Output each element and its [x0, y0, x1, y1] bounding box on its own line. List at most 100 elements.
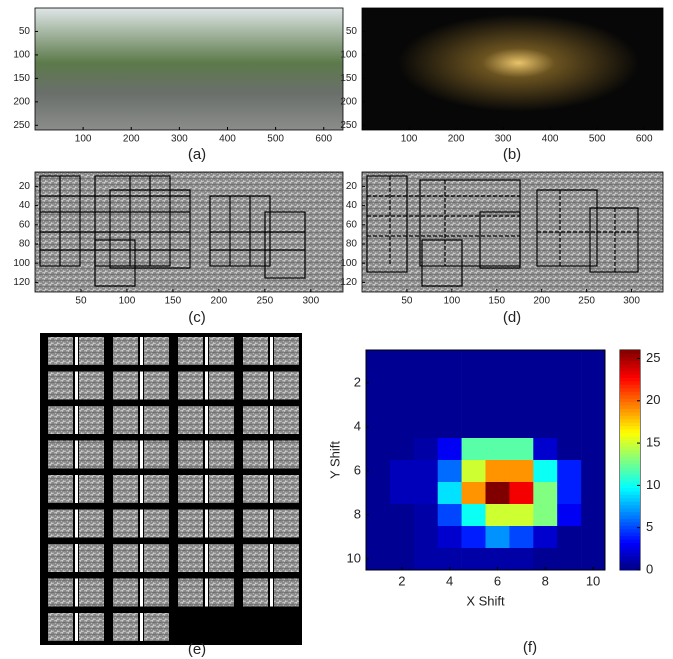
colorbar-step — [620, 505, 640, 509]
heat-cell — [462, 504, 486, 526]
tile — [79, 372, 104, 400]
heat-cell — [486, 416, 510, 438]
tile — [178, 441, 203, 469]
tile-stripe — [205, 510, 208, 538]
colorbar-tick-label: 10 — [646, 477, 660, 492]
tile — [209, 406, 234, 434]
heat-cell — [438, 482, 462, 504]
y-tick-label: 150 — [13, 73, 30, 84]
heat-cell — [462, 394, 486, 416]
heat-cell — [366, 416, 390, 438]
panel-label: (c) — [188, 309, 206, 326]
colorbar-step — [620, 477, 640, 481]
tile — [243, 544, 268, 572]
tile — [274, 406, 299, 434]
photo-day — [35, 8, 343, 130]
heat-cell — [486, 350, 510, 372]
tile — [144, 406, 169, 434]
tile — [113, 579, 138, 607]
heat-cell — [509, 416, 533, 438]
tile-stripe — [140, 544, 143, 572]
tile-stripe — [140, 337, 143, 365]
heat-cell — [533, 460, 557, 482]
heat-cell — [390, 372, 414, 394]
tile — [79, 337, 104, 365]
y-tick-label: 120 — [13, 277, 30, 288]
x-tick-label: 250 — [578, 296, 595, 307]
tile — [274, 475, 299, 503]
heat-cell — [486, 548, 510, 570]
tile — [79, 475, 104, 503]
tile-stripe — [270, 579, 273, 607]
heat-cell — [533, 394, 557, 416]
tile — [79, 544, 104, 572]
y-tick-label: 80 — [346, 239, 358, 250]
tile-stripe — [140, 406, 143, 434]
tile — [79, 406, 104, 434]
tile — [79, 579, 104, 607]
heat-cell — [509, 526, 533, 548]
heat-cell — [390, 438, 414, 460]
panel-label: (b) — [503, 146, 521, 163]
heat-cell — [414, 504, 438, 526]
x-tick-label: 300 — [495, 134, 512, 145]
x-tick-label: 500 — [267, 134, 284, 145]
heat-cell — [366, 526, 390, 548]
heat-cell — [509, 372, 533, 394]
colorbar-step — [620, 457, 640, 461]
colorbar-step — [620, 353, 640, 357]
heat-cell — [414, 394, 438, 416]
heat-cell — [533, 416, 557, 438]
tile-stripe — [140, 510, 143, 538]
heat-cell — [557, 460, 581, 482]
tile — [48, 337, 73, 365]
y-tick-label: 200 — [13, 96, 30, 107]
x-tick-label: 600 — [636, 134, 653, 145]
tile — [243, 475, 268, 503]
colorbar-step — [620, 515, 640, 519]
heat-cell — [438, 394, 462, 416]
heat-cell — [486, 526, 510, 548]
colorbar-step — [620, 501, 640, 505]
heat-cell — [366, 350, 390, 372]
heat-cell — [581, 394, 605, 416]
colorbar-step — [620, 467, 640, 471]
tile — [144, 372, 169, 400]
heat-cell — [366, 504, 390, 526]
heat-cell — [438, 350, 462, 372]
x-tick-label: 100 — [401, 134, 418, 145]
colorbar-step — [620, 426, 640, 430]
colorbar-step — [620, 536, 640, 540]
heat-cell — [581, 438, 605, 460]
x-tick-label: 250 — [257, 296, 274, 307]
x-tick-label: 400 — [219, 134, 236, 145]
heat-cell — [366, 394, 390, 416]
y-tick-label: 10 — [347, 550, 361, 565]
tile — [274, 544, 299, 572]
x-tick-label: 6 — [494, 573, 501, 588]
tile — [48, 372, 73, 400]
y-tick-label: 120 — [340, 277, 357, 288]
heat-cell — [486, 504, 510, 526]
colorbar-step — [620, 415, 640, 419]
colorbar-step — [620, 543, 640, 547]
panel-label: (d) — [503, 309, 521, 326]
colorbar-step — [620, 350, 640, 354]
heat-cell — [557, 504, 581, 526]
tile-stripe — [75, 441, 78, 469]
y-tick-label: 6 — [354, 462, 361, 477]
heat-cell — [581, 548, 605, 570]
heat-cell — [533, 504, 557, 526]
tile — [48, 441, 73, 469]
colorbar-step — [620, 529, 640, 533]
tile-stripe — [205, 372, 208, 400]
tile-stripe — [75, 579, 78, 607]
tile-stripe — [270, 372, 273, 400]
x-tick-label: 400 — [542, 134, 559, 145]
tile — [48, 406, 73, 434]
figure: (a)10020030040050060050100150200250(b)10… — [0, 0, 673, 659]
heat-cell — [509, 504, 533, 526]
tile — [178, 544, 203, 572]
photo-night — [362, 8, 663, 130]
colorbar-step — [620, 494, 640, 498]
